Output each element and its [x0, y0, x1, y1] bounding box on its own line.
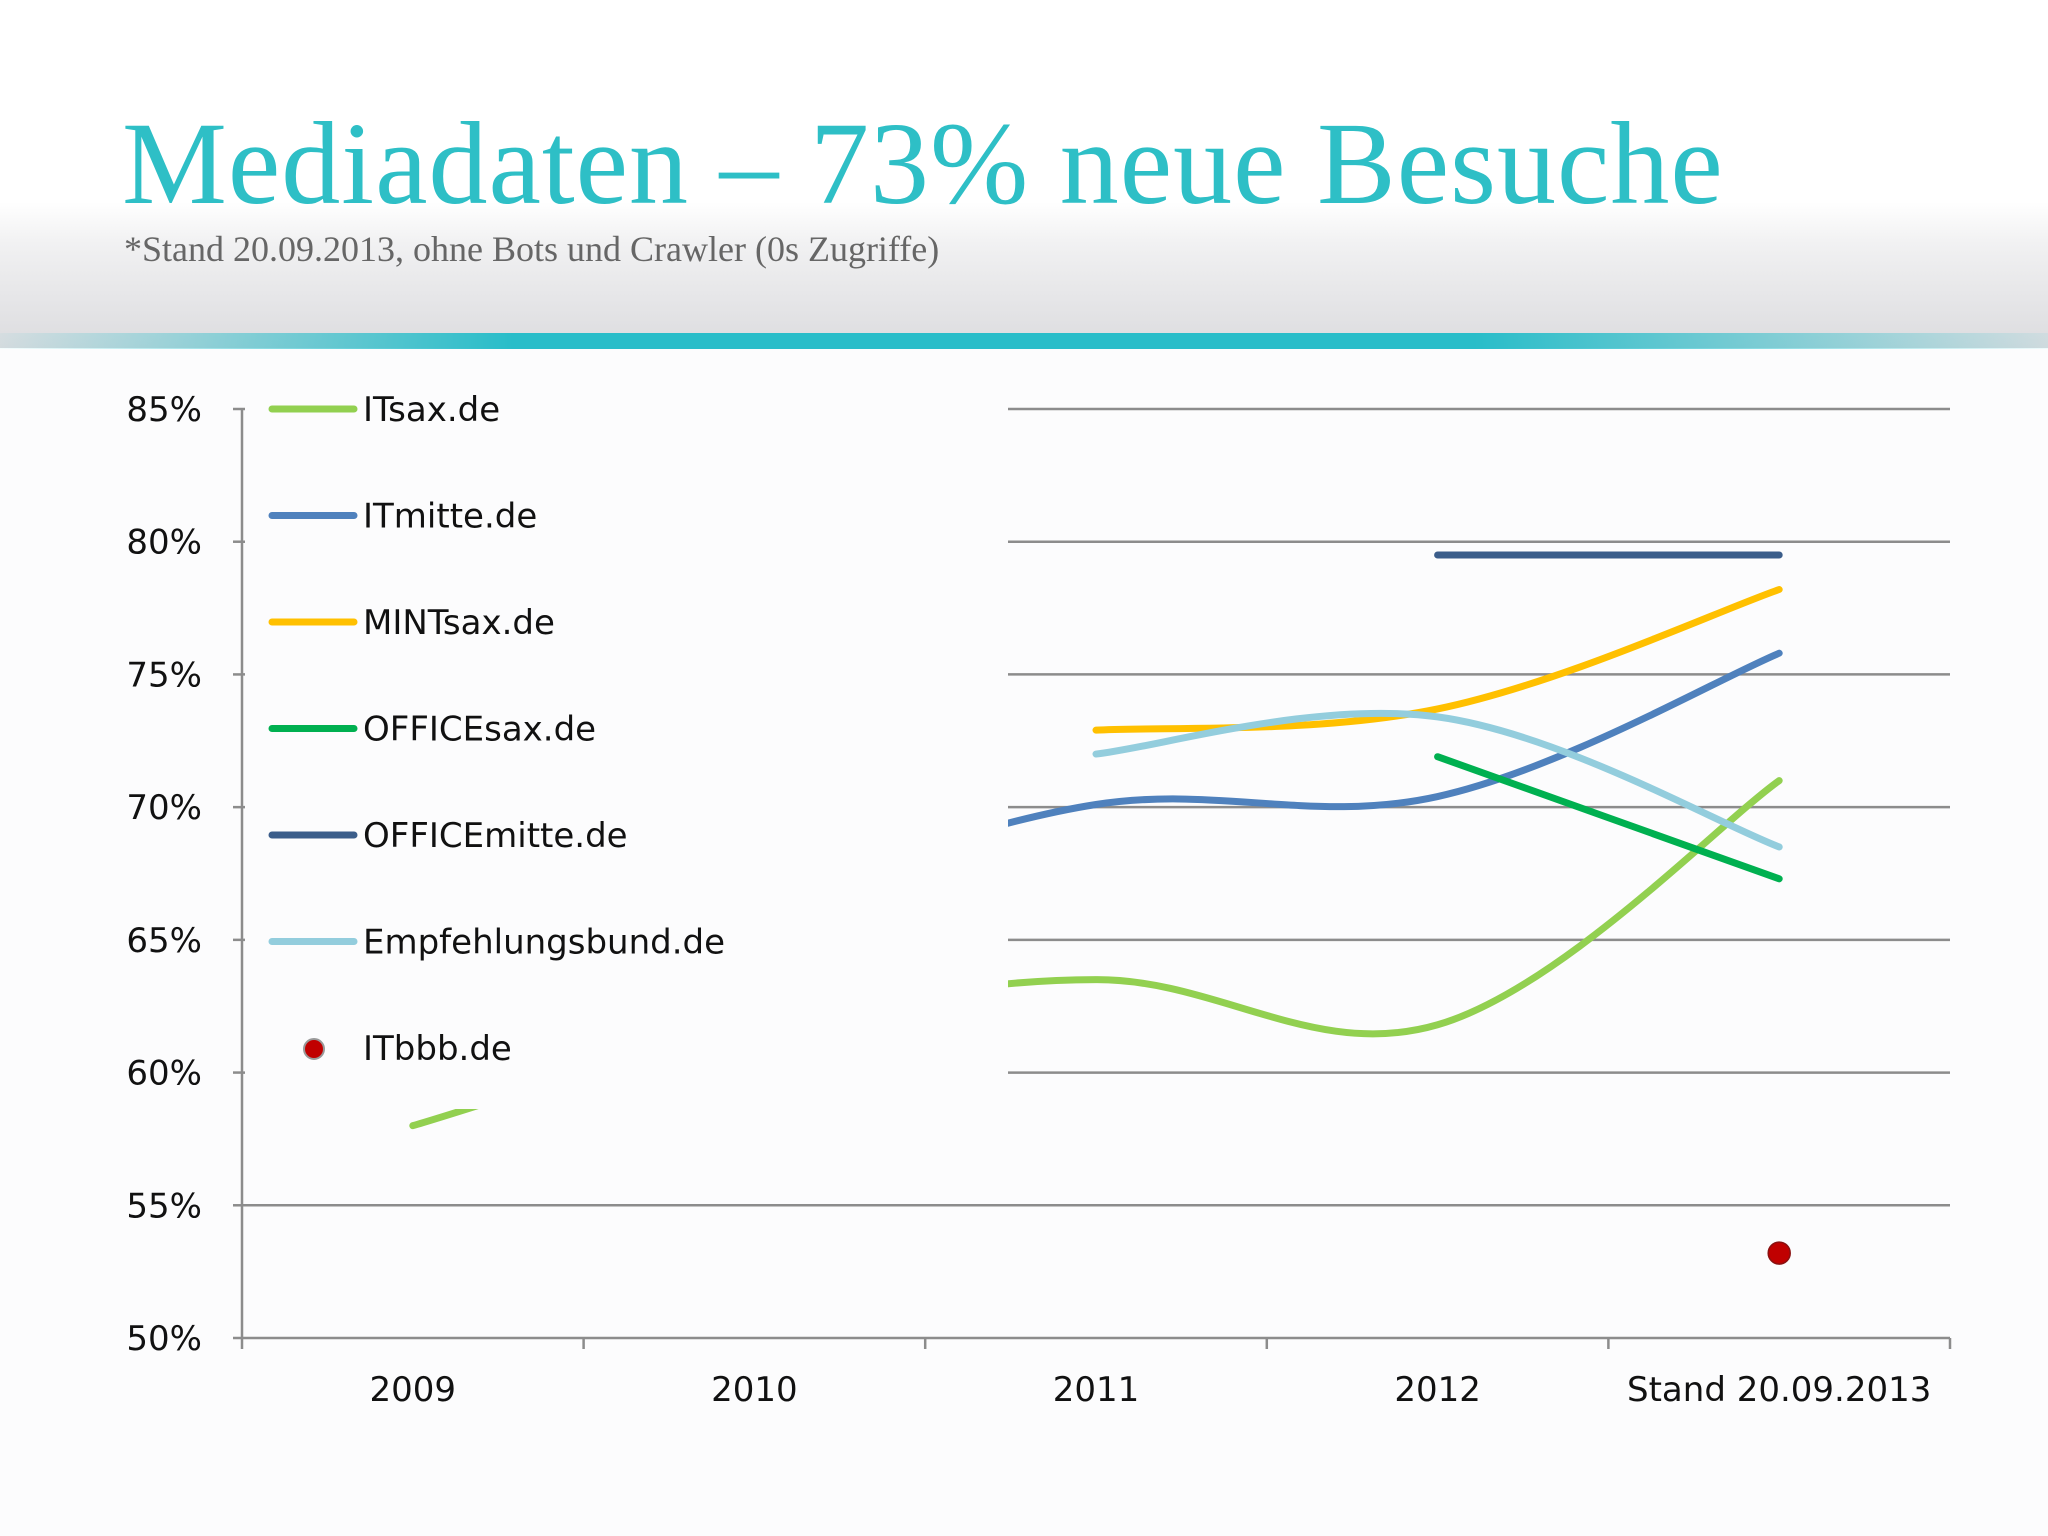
legend-label-mintsax-de: MINTsax.de [363, 603, 555, 643]
y-tick-label: 80% [126, 523, 202, 563]
series-line-empfehlungsbund-de [1096, 713, 1779, 847]
legend-label-officemitte-de: OFFICEmitte.de [363, 816, 628, 856]
legend-label-empfehlungsbund-de: Empfehlungsbund.de [363, 923, 725, 963]
legend-background [245, 399, 1008, 1109]
x-tick-label: Stand 20.09.2013 [1627, 1370, 1931, 1410]
legend-label-itbbb-de: ITbbb.de [363, 1029, 512, 1069]
y-tick-label: 55% [126, 1186, 202, 1226]
y-tick-label: 70% [126, 788, 202, 828]
series-line-officesax-de [1438, 757, 1780, 879]
y-tick-label: 65% [126, 921, 202, 961]
legend-label-itmitte-de: ITmitte.de [363, 497, 537, 537]
x-tick-label: 2010 [711, 1370, 798, 1410]
legend-swatch-itbbb-de [304, 1039, 324, 1059]
legend-label-itsax-de: ITsax.de [363, 390, 500, 430]
y-tick-label: 75% [126, 655, 202, 695]
x-tick-label: 2009 [370, 1370, 457, 1410]
x-tick-label: 2011 [1053, 1370, 1140, 1410]
series-line-mintsax-de [1096, 589, 1779, 730]
y-tick-label: 85% [126, 390, 202, 430]
legend-label-officesax-de: OFFICEsax.de [363, 710, 596, 750]
x-tick-label: 2012 [1394, 1370, 1481, 1410]
legend: ITsax.de ITmitte.de MINTsax.de OFFICEsax.de… [245, 390, 1008, 1109]
y-tick-label: 60% [126, 1054, 202, 1094]
data-point-itbbb-de [1768, 1242, 1790, 1264]
y-tick-label: 50% [126, 1319, 202, 1359]
